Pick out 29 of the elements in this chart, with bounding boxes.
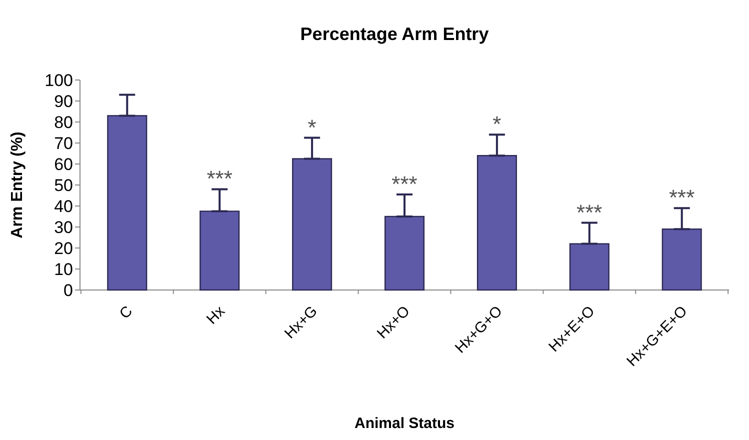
x-tick-label: C	[116, 302, 136, 322]
bar	[569, 243, 610, 291]
annotation: ***	[392, 171, 418, 196]
y-tick-label: 90	[54, 92, 73, 111]
y-tick-label: 0	[64, 280, 73, 300]
bar	[107, 115, 148, 291]
y-tick-label: 30	[54, 218, 73, 237]
y-axis-title: Arm Entry (%)	[9, 132, 26, 238]
bar	[384, 216, 425, 291]
y-tick-label: 100	[44, 70, 73, 90]
annotation: ***	[206, 166, 233, 192]
y-tick-label: 40	[54, 196, 73, 216]
annotation: ***	[669, 185, 696, 210]
bar	[476, 155, 517, 291]
x-axis-title: Animal Status	[354, 415, 455, 432]
bar	[662, 228, 702, 291]
y-tick-label: 70	[54, 134, 73, 153]
y-tick-label: 10	[54, 260, 73, 279]
chart-title: Percentage Arm Entry	[300, 24, 489, 44]
y-tick-label: 80	[54, 112, 73, 132]
y-tick-label: 50	[54, 176, 73, 195]
bar	[292, 158, 332, 291]
annotation: *	[308, 114, 317, 140]
x-tick-label: Hx	[203, 302, 229, 328]
y-tick-label: 60	[54, 154, 73, 174]
annotation: *	[492, 112, 502, 137]
bar	[200, 210, 240, 291]
annotation: ***	[576, 200, 603, 225]
y-tick-label: 20	[54, 238, 73, 258]
